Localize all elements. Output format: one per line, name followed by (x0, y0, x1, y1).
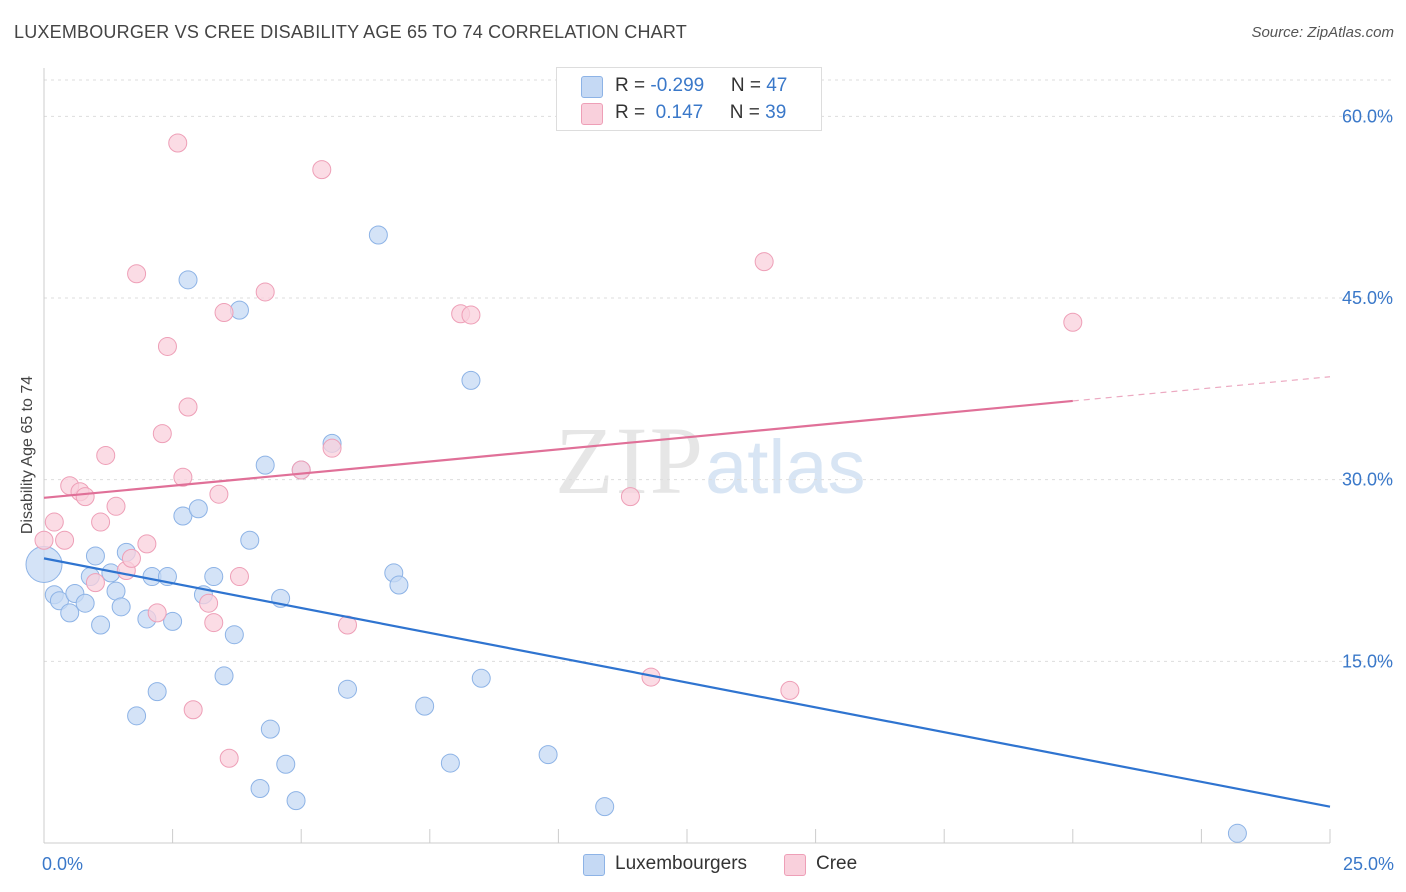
legend-r-value: -0.299 (650, 75, 705, 96)
scatter-point (461, 370, 481, 390)
scatter-point (229, 567, 249, 587)
legend-swatch-blue (581, 76, 603, 98)
legend-label: Cree (816, 853, 858, 874)
scatter-point (49, 591, 69, 611)
scatter-point (291, 460, 311, 480)
y-tick-label: 45.0% (1342, 288, 1393, 308)
scatter-point (471, 668, 491, 688)
scatter-point (173, 506, 193, 526)
scatter-point (250, 779, 270, 798)
scatter-point (25, 545, 63, 583)
scatter-point (214, 666, 234, 686)
source-credit: Source: ZipAtlas.com (1251, 24, 1394, 41)
scatter-point (85, 546, 105, 566)
scatter-point (85, 573, 105, 593)
scatter-point (178, 397, 198, 417)
scatter-point (538, 745, 558, 765)
scatter-point (183, 700, 203, 720)
legend-n-label: N = (729, 102, 766, 123)
scatter-point (147, 682, 167, 702)
scatter-point (214, 303, 234, 323)
scatter-point (106, 496, 126, 516)
chart-title: LUXEMBOURGER VS CREE DISABILITY AGE 65 T… (14, 22, 687, 42)
scatter-point (368, 225, 388, 245)
legend-swatch-blue (583, 854, 605, 876)
scatter-point (91, 512, 111, 532)
scatter-point (127, 706, 147, 726)
scatter-point (322, 438, 342, 458)
scatter-point (754, 252, 774, 272)
scatter-point (286, 791, 306, 811)
scatter-point (204, 567, 224, 587)
scatter-point (34, 530, 54, 550)
scatter-point (127, 264, 147, 284)
scatter-point (255, 282, 275, 302)
legend-r-label: R = (615, 75, 651, 96)
scatter-point (1227, 823, 1247, 843)
legend-n-label: N = (730, 75, 767, 96)
scatter-point (188, 499, 208, 519)
scatter-point (163, 611, 183, 631)
y-tick-label: 15.0% (1342, 651, 1393, 671)
legend-label: Luxembourgers (615, 853, 748, 874)
scatter-point (178, 270, 198, 290)
legend-n-value: 39 (765, 102, 787, 123)
scatter-point (461, 305, 481, 325)
scatter-point (1063, 312, 1083, 332)
stats-legend: R = -0.299 N = 47 R = 0.147 N = 39 (556, 67, 822, 131)
scatter-point (157, 336, 177, 356)
x-tick-label: 0.0% (42, 854, 83, 874)
legend-swatch-pink (784, 854, 806, 876)
x-tick-label: 25.0% (1343, 854, 1394, 874)
series-legend: Luxembourgers Cree (0, 852, 1406, 878)
scatter-point (276, 754, 296, 774)
scatter-point (44, 512, 64, 532)
scatter-point (204, 613, 224, 633)
scatter-point (55, 530, 75, 550)
legend-r-label: R = (615, 102, 651, 123)
scatter-point (260, 719, 280, 739)
scatter-point (173, 467, 193, 487)
legend-swatch-pink (581, 103, 603, 125)
scatter-point (440, 753, 460, 773)
scatter-point (60, 603, 80, 623)
scatter-point (168, 133, 188, 153)
scatter-point (389, 575, 409, 595)
scatter-point (337, 679, 357, 699)
scatter-point (147, 603, 167, 623)
scatter-point (415, 696, 435, 716)
legend-r-value: 0.147 (650, 102, 704, 123)
scatter-point (240, 530, 260, 550)
y-tick-label: 30.0% (1342, 470, 1393, 490)
scatter-point (106, 581, 126, 601)
y-tick-label: 60.0% (1342, 106, 1393, 126)
trend-line (43, 557, 1331, 808)
scatter-point (595, 797, 615, 817)
scatter-point (137, 534, 157, 554)
scatter-point (75, 487, 95, 507)
trend-line (43, 399, 1073, 499)
scatter-point (312, 160, 332, 180)
scatter-point (96, 445, 116, 465)
scatter-point (111, 597, 131, 617)
scatter-point (224, 625, 244, 645)
scatter-point (152, 424, 172, 444)
scatter-point (219, 748, 239, 768)
trend-line-extension (1072, 376, 1331, 402)
scatter-point (255, 455, 275, 475)
scatter-point (780, 680, 800, 700)
scatter-point (91, 615, 111, 635)
scatter-point (199, 593, 219, 613)
legend-n-value: 47 (766, 75, 788, 96)
scatter-point (75, 593, 95, 613)
watermark-atlas: atlas (705, 425, 866, 510)
scatter-point (209, 484, 229, 504)
scatter-point (620, 487, 640, 507)
scatter-point (121, 548, 141, 568)
